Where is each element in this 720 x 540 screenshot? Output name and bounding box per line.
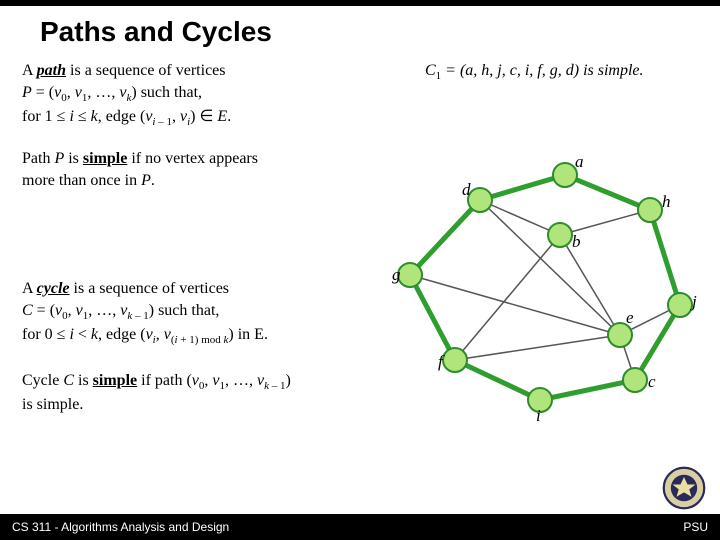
- node-a: [553, 163, 577, 187]
- node-label-d: d: [462, 180, 471, 199]
- node-label-b: b: [572, 232, 581, 251]
- footer-left: CS 311 - Algorithms Analysis and Design: [12, 520, 229, 534]
- node-label-g: g: [392, 265, 401, 284]
- cycle-symbol: C: [425, 62, 436, 79]
- node-label-i: i: [536, 406, 541, 425]
- node-b: [548, 223, 572, 247]
- edge-d-a: [480, 175, 565, 200]
- footer-bar: CS 311 - Algorithms Analysis and Design …: [0, 514, 720, 540]
- cycle-example-label: C1 = (a, h, j, c, i, f, g, d) is simple.: [425, 60, 644, 84]
- edge-a-h: [565, 175, 650, 210]
- edge-i-f: [455, 360, 540, 400]
- edge-d-b: [480, 200, 560, 235]
- node-label-a: a: [575, 152, 584, 171]
- edge-f-e: [455, 335, 620, 360]
- node-j: [668, 293, 692, 317]
- simple-cycle-definition: Cycle C is simple if path (v0, v1, …, vk…: [22, 370, 382, 416]
- node-f: [443, 348, 467, 372]
- psu-logo: [662, 466, 706, 510]
- cycle-vertices: = (a, h, j, c, i, f, g, d) is simple.: [441, 62, 643, 79]
- footer-right: PSU: [683, 520, 708, 534]
- node-label-j: j: [690, 292, 697, 311]
- path-definition: A path is a sequence of vertices P = (v0…: [22, 60, 362, 130]
- node-label-h: h: [662, 192, 671, 211]
- node-g: [398, 263, 422, 287]
- edge-c-i: [540, 380, 635, 400]
- cycle-definition: A cycle is a sequence of vertices C = (v…: [22, 278, 362, 348]
- simple-path-definition: Path P is simple if no vertex appears mo…: [22, 148, 362, 191]
- slide-title: Paths and Cycles: [0, 6, 720, 60]
- edge-g-d: [410, 200, 480, 275]
- edge-h-j: [650, 210, 680, 305]
- node-d: [468, 188, 492, 212]
- content-area: A path is a sequence of vertices P = (v0…: [0, 60, 720, 490]
- node-h: [638, 198, 662, 222]
- edge-b-f: [455, 235, 560, 360]
- edge-f-g: [410, 275, 455, 360]
- node-label-e: e: [626, 308, 634, 327]
- graph-diagram: ahjecifgdb: [360, 145, 720, 435]
- node-label-c: c: [648, 372, 656, 391]
- node-c: [623, 368, 647, 392]
